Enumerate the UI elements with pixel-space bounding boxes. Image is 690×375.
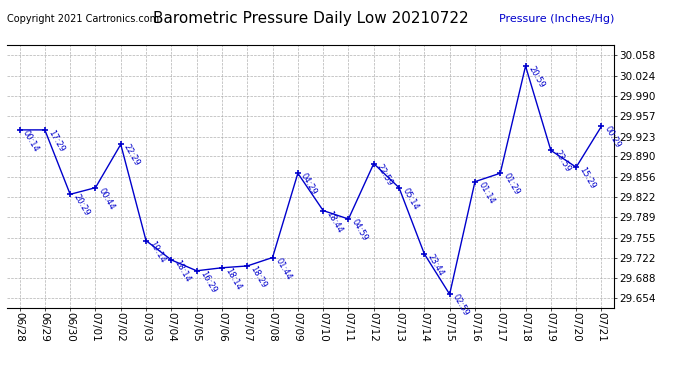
Text: 00:14: 00:14 [21,129,41,154]
Text: 18:14: 18:14 [172,258,193,284]
Text: 05:14: 05:14 [400,186,420,211]
Text: 02:59: 02:59 [451,293,471,318]
Text: 15:29: 15:29 [578,166,598,191]
Text: Pressure (Inches/Hg): Pressure (Inches/Hg) [499,14,614,24]
Text: 00:44: 00:44 [97,186,117,211]
Text: 01:44: 01:44 [274,256,294,281]
Text: 20:59: 20:59 [527,64,546,90]
Text: Copyright 2021 Cartronics.com: Copyright 2021 Cartronics.com [7,14,159,24]
Text: 22:29: 22:29 [122,143,142,168]
Text: 22:59: 22:59 [375,162,395,187]
Text: 18:29: 18:29 [248,265,268,290]
Text: 04:29: 04:29 [299,172,319,197]
Text: 01:29: 01:29 [502,172,522,197]
Text: 04:59: 04:59 [350,217,370,243]
Text: 20:29: 20:29 [72,193,91,218]
Text: 17:29: 17:29 [46,129,66,154]
Text: Barometric Pressure Daily Low 20210722: Barometric Pressure Daily Low 20210722 [152,11,469,26]
Text: 16:29: 16:29 [198,269,218,294]
Text: 23:59: 23:59 [552,149,572,174]
Text: 18:44: 18:44 [324,209,344,234]
Text: 19:14: 19:14 [148,239,167,264]
Text: 18:14: 18:14 [224,266,243,291]
Text: 01:14: 01:14 [476,180,496,206]
Text: 23:44: 23:44 [426,252,446,278]
Text: 00:29: 00:29 [603,125,622,150]
